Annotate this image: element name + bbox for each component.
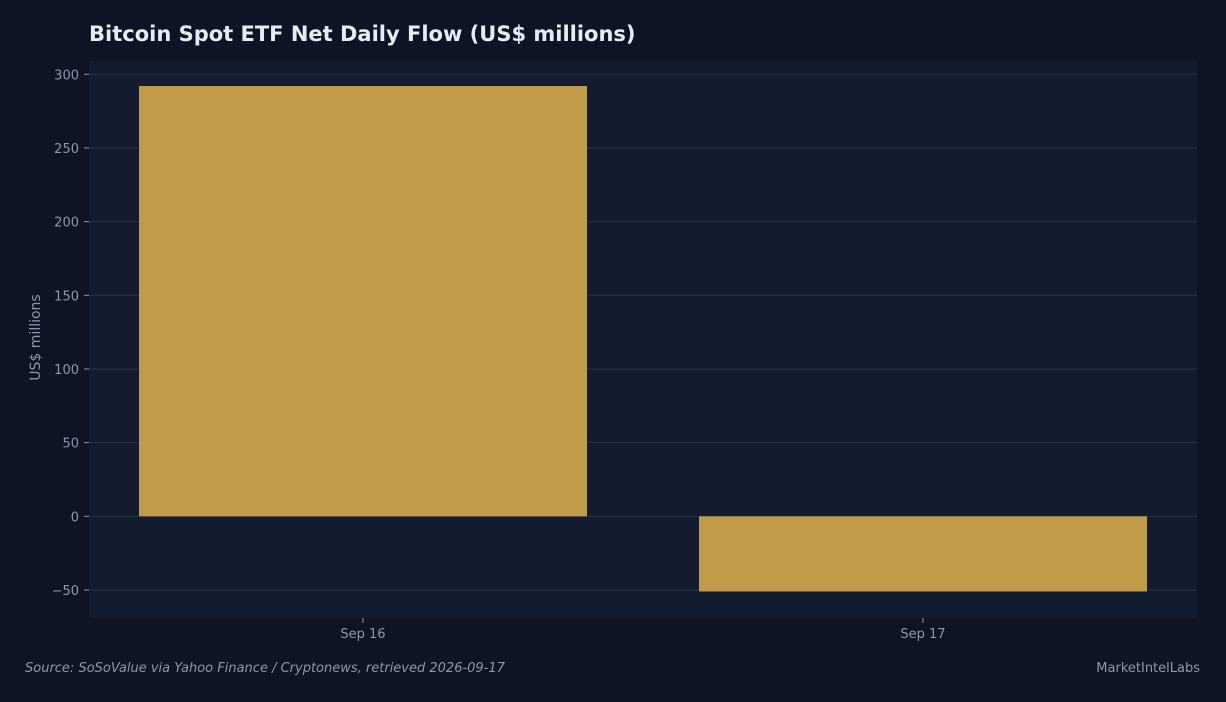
x-tick-label: Sep 17 bbox=[900, 627, 945, 642]
y-axis-ticks: −50 0 50 100 150 200 250 300 bbox=[52, 68, 89, 599]
bar-sep-16 bbox=[139, 86, 587, 517]
bar-sep-17 bbox=[699, 516, 1147, 592]
chart-title: Bitcoin Spot ETF Net Daily Flow (US$ mil… bbox=[89, 22, 636, 46]
y-tick-label: 300 bbox=[54, 68, 79, 83]
source-note: Source: SoSoValue via Yahoo Finance / Cr… bbox=[25, 661, 505, 676]
y-tick-label: 250 bbox=[54, 142, 79, 157]
x-tick-label: Sep 16 bbox=[340, 627, 385, 642]
y-axis-label: US$ millions bbox=[28, 294, 44, 380]
x-axis-ticks: Sep 16 Sep 17 bbox=[340, 618, 946, 642]
bars bbox=[139, 86, 1147, 592]
y-tick-label: 150 bbox=[54, 289, 79, 304]
y-tick-label: 200 bbox=[54, 216, 79, 231]
y-tick-label: 0 bbox=[71, 510, 79, 525]
y-tick-label: −50 bbox=[52, 584, 79, 599]
y-tick-label: 50 bbox=[62, 437, 79, 452]
y-tick-label: 100 bbox=[54, 363, 79, 378]
brand-label: MarketIntelLabs bbox=[1096, 661, 1200, 676]
